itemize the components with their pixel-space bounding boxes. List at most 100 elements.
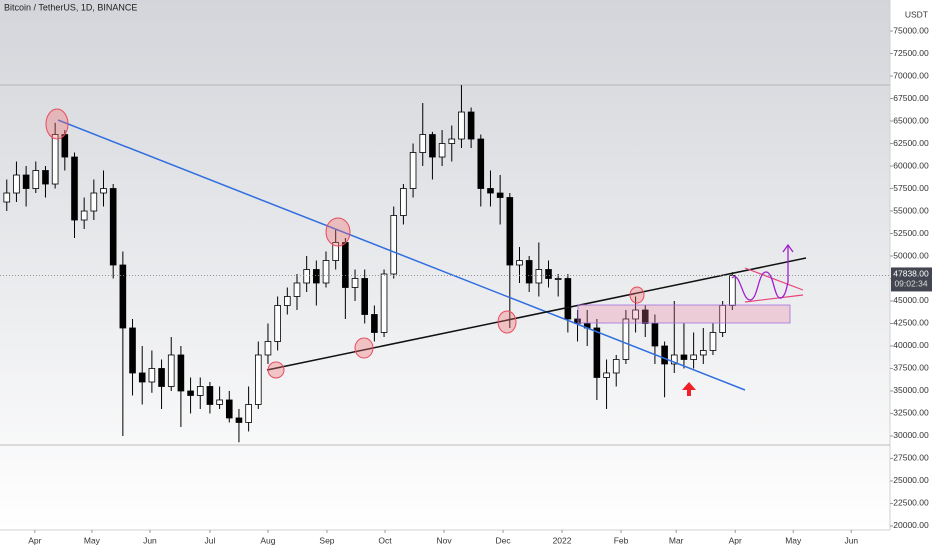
y-tick-label: 60000.00 — [893, 160, 929, 170]
y-tick-label: 42500.00 — [893, 318, 929, 328]
candle-body — [467, 111, 475, 140]
x-tick-label: Apr — [28, 535, 41, 545]
y-tick-label: 35000.00 — [893, 385, 929, 395]
x-tick-label: Jun — [143, 535, 157, 545]
candle-body — [32, 170, 40, 189]
y-tick-label: 57500.00 — [893, 183, 929, 193]
y-tick-label: 52500.00 — [893, 228, 929, 238]
y-tick-label: 72500.00 — [893, 48, 929, 58]
candle-body — [670, 354, 678, 365]
candle-body — [487, 188, 494, 194]
candle-body — [293, 282, 301, 297]
candle-body — [612, 359, 620, 374]
candle-body — [342, 242, 349, 288]
candle-body — [651, 323, 659, 347]
candle-body — [254, 354, 262, 405]
candle-body — [138, 372, 146, 383]
y-tick-label: 22500.00 — [893, 498, 929, 508]
highlight-circle — [45, 108, 69, 140]
candle-body — [109, 188, 117, 266]
candle-body — [690, 354, 697, 360]
y-tick-label: 37500.00 — [893, 363, 929, 373]
candle-body — [274, 305, 281, 342]
candle-body — [167, 354, 175, 387]
x-tick-label: Mar — [669, 535, 684, 545]
candle-body — [661, 345, 668, 365]
y-tick-label: 25000.00 — [893, 475, 929, 485]
y-tick-label: 45000.00 — [893, 295, 929, 305]
y-tick-label: 30000.00 — [893, 430, 929, 440]
candle-body — [284, 296, 291, 306]
y-tick-label: 27500.00 — [893, 453, 929, 463]
x-tick-label: Aug — [260, 535, 275, 545]
candle-body — [313, 269, 320, 284]
triangle-line — [744, 294, 804, 303]
candle-body — [3, 192, 11, 203]
y-tick-label: 32500.00 — [893, 408, 929, 418]
x-tick-label: Feb — [614, 535, 629, 545]
y-tick-label: 50000.00 — [893, 250, 929, 260]
candle-body — [235, 417, 243, 423]
candle-body — [525, 260, 533, 284]
candle-body — [332, 242, 339, 261]
candle-body — [216, 399, 223, 405]
drawings — [45, 108, 807, 396]
marks — [0, 84, 890, 446]
candle-body — [80, 210, 88, 221]
candle-body — [429, 134, 436, 158]
candle-body — [187, 390, 194, 396]
projection-path — [731, 246, 789, 301]
candle-body — [42, 170, 49, 185]
trend-line-black — [266, 257, 807, 371]
candle-body — [13, 174, 20, 194]
candle-body — [593, 327, 601, 378]
highlight-circle — [497, 310, 517, 334]
candle-body — [100, 188, 107, 194]
countdown: 09:02:34 — [894, 279, 927, 289]
x-tick-label: Dec — [495, 535, 511, 545]
candle-body — [535, 269, 543, 284]
candle-body — [61, 134, 69, 158]
chart-title: Bitcoin / TetherUS, 1D, BINANCE — [4, 2, 137, 12]
y-tick-label: 40000.00 — [893, 340, 929, 350]
candle-body — [400, 188, 407, 216]
y-tick-label: 70000.00 — [893, 70, 929, 80]
x-tick-label: 2022 — [553, 535, 572, 545]
x-tick-label: Jul — [204, 535, 215, 545]
candle-body — [564, 278, 572, 320]
candle-body — [177, 354, 185, 392]
highlight-circle — [325, 217, 351, 247]
candle-body — [409, 152, 417, 189]
x-tick-label: Oct — [378, 535, 392, 545]
candle-body — [206, 386, 214, 405]
highlight-circle — [267, 361, 285, 379]
candle-body — [709, 332, 717, 351]
candle-body — [554, 278, 562, 280]
candle-body — [196, 386, 204, 396]
y-tick-label: 75000.00 — [893, 25, 929, 35]
plot-background — [0, 0, 890, 530]
y-tick-label: 62500.00 — [893, 138, 929, 148]
candle-body — [322, 260, 330, 284]
x-tick-label: Apr — [729, 535, 742, 545]
triangle-line — [744, 267, 804, 291]
projection-arrow — [782, 243, 794, 253]
candle-body — [632, 309, 639, 320]
x-tick-label: May — [785, 535, 802, 545]
candle-body — [129, 327, 136, 374]
candle-body — [729, 275, 736, 306]
candle-body — [458, 111, 465, 140]
candle-body — [148, 368, 156, 383]
candle-body — [264, 341, 272, 356]
candle-body — [351, 278, 359, 288]
candle-body — [545, 269, 552, 279]
highlight-circle — [354, 337, 374, 359]
candle-body — [225, 399, 233, 419]
candle-body — [303, 269, 310, 284]
x-tick-label: May — [84, 535, 101, 545]
candle-body — [419, 134, 427, 153]
candle-body — [51, 134, 59, 185]
y-tick-label: 55000.00 — [893, 205, 929, 215]
candle-body — [22, 174, 30, 189]
